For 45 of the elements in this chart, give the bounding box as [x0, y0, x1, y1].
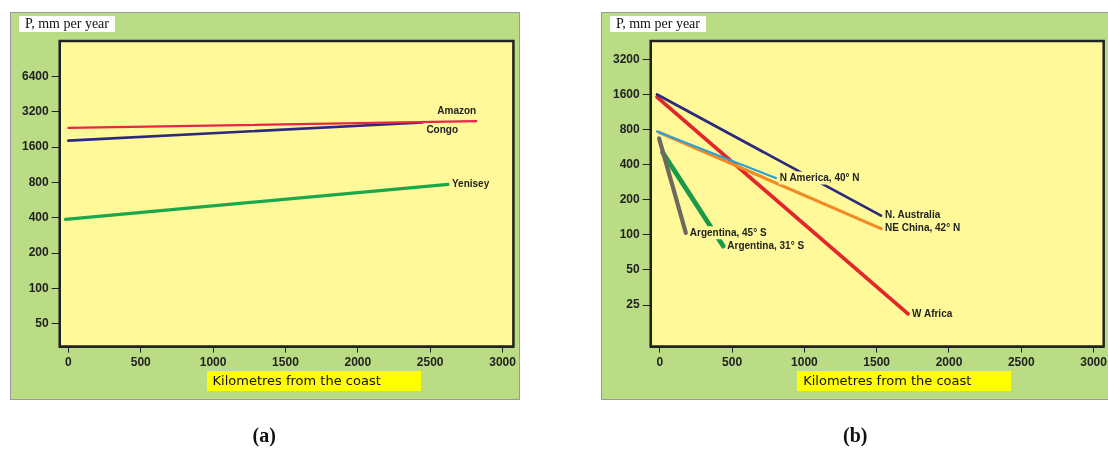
- y-tick-label: 100: [619, 227, 641, 242]
- x-tick-label: 500: [130, 355, 152, 370]
- y-tick-label: 25: [626, 297, 641, 312]
- y-tick-label: 200: [619, 192, 641, 207]
- y-tick-label: 3200: [21, 104, 50, 119]
- y-tick-label: 6400: [21, 68, 50, 83]
- y-tick-label: 800: [28, 174, 50, 189]
- y-tick-label: 3200: [612, 51, 641, 66]
- x-tick-label: 0: [65, 355, 73, 370]
- y-tick-label: 400: [619, 156, 641, 171]
- x-tick-label: 0: [656, 355, 664, 370]
- text: (b): [843, 424, 868, 447]
- y-tick-label: 1600: [612, 86, 641, 101]
- series-label: Argentina, 31° S: [727, 239, 805, 251]
- y-axis-title: P, mm per year: [19, 16, 115, 32]
- text: (a): [252, 424, 276, 447]
- y-tick-label: 200: [28, 245, 50, 260]
- x-tick-label: 500: [722, 355, 743, 370]
- x-tick-label: 1500: [863, 355, 891, 370]
- x-tick-label: 1000: [791, 355, 819, 370]
- series-label: NE China, 42° N: [885, 222, 961, 234]
- x-tick-label: 3000: [489, 355, 517, 370]
- x-axis-title: Kilometres from the coast: [797, 371, 1012, 391]
- x-tick-label: 1000: [199, 355, 227, 370]
- series-label: Yenisey: [451, 178, 490, 190]
- x-axis-title: Kilometres from the coast: [206, 371, 421, 391]
- series-label: Congo: [426, 123, 459, 135]
- x-tick-label: 3000: [1080, 355, 1108, 370]
- y-tick-label: 50: [626, 262, 641, 277]
- x-tick-label: 2000: [344, 355, 372, 370]
- y-tick-label: 1600: [21, 139, 50, 154]
- y-tick-label: 50: [35, 316, 50, 331]
- y-tick-label: 100: [28, 280, 50, 295]
- y-tick-label: 400: [28, 210, 50, 225]
- series-label: N America, 40° N: [779, 171, 860, 183]
- series-label: Argentina, 45° S: [689, 226, 767, 238]
- series-label: Amazon: [437, 105, 477, 117]
- x-tick-label: 1500: [272, 355, 300, 370]
- x-tick-label: 2500: [416, 355, 444, 370]
- x-tick-label: 2000: [935, 355, 963, 370]
- y-tick-label: 800: [619, 121, 641, 136]
- series-label: N. Australia: [885, 209, 941, 221]
- x-tick-label: 2500: [1007, 355, 1035, 370]
- y-axis-title: P, mm per year: [610, 16, 706, 32]
- series-label: W Africa: [912, 307, 953, 319]
